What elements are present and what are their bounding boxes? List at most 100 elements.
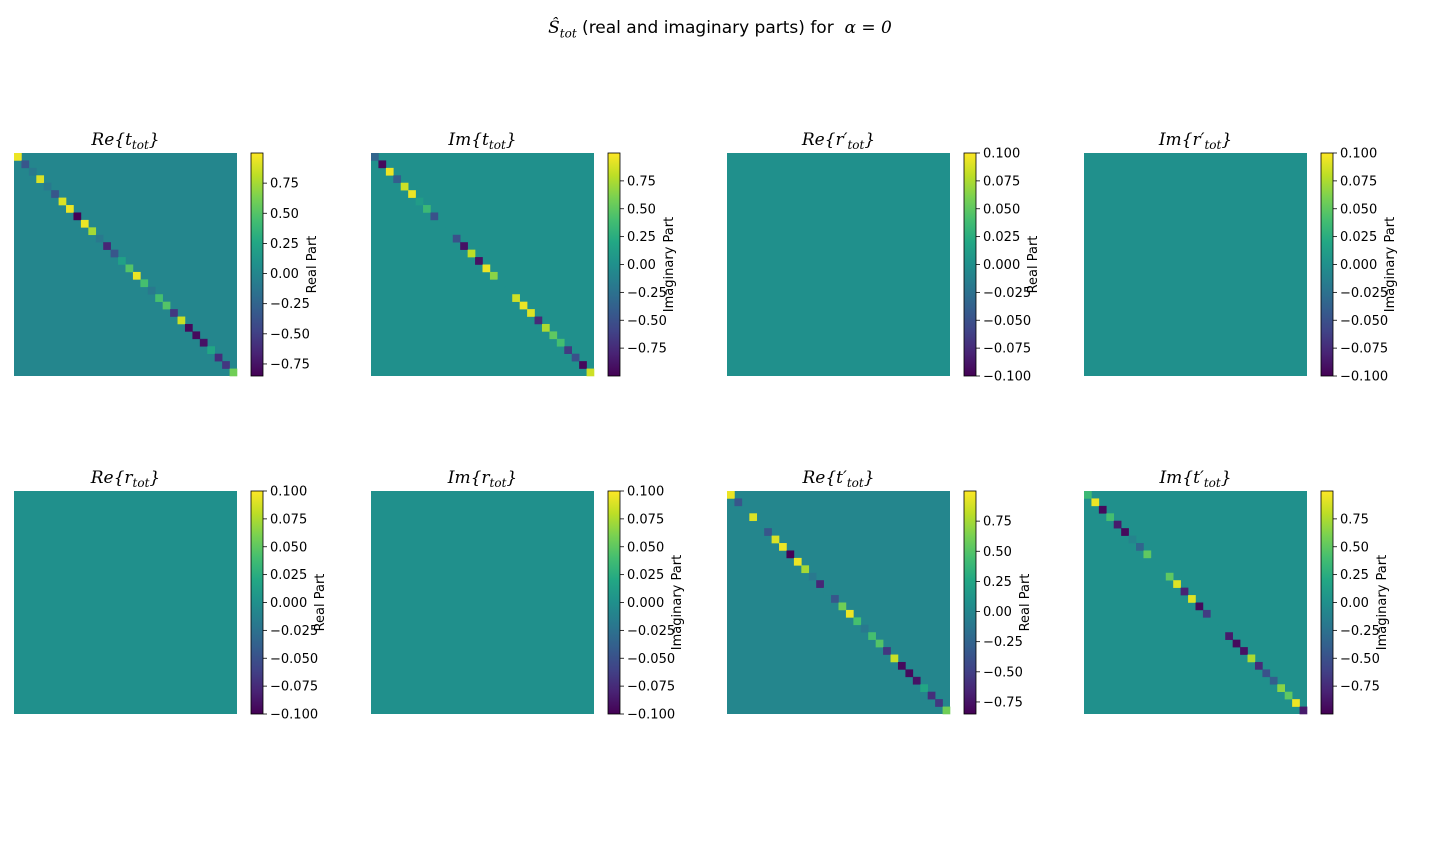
heatmap-cell <box>489 271 498 280</box>
colorbar <box>607 152 621 377</box>
heatmap-cell <box>103 242 111 250</box>
colorbar-label: Imaginary Part <box>662 217 677 312</box>
heatmap-cell <box>579 361 587 369</box>
colorbar-tick-label: 0.100 <box>1340 147 1377 162</box>
heatmap-cell <box>845 609 854 618</box>
heatmap-cell <box>1150 557 1159 566</box>
colorbar-tick-label: −0.050 <box>1340 314 1388 329</box>
heatmap-cell <box>868 632 876 640</box>
heatmap-panel: Re{rtot} 0.100 0.075 0.050 0.025 0.000 −0.025 −… <box>14 468 328 723</box>
colorbar-tick-label: −0.75 <box>627 342 667 357</box>
colorbar-tick-label: 0.025 <box>627 568 664 583</box>
colorbar-tick-label: 0.075 <box>983 174 1020 189</box>
heatmap-cell <box>519 301 528 310</box>
colorbar-tick-label: −0.25 <box>270 297 310 312</box>
heatmap-cell <box>1173 580 1181 588</box>
heatmap-cell <box>571 353 580 362</box>
heatmap-cell <box>140 279 149 288</box>
colorbar <box>963 152 977 377</box>
colorbar-tick-label: 0.050 <box>627 540 664 555</box>
heatmap-cell <box>132 271 141 280</box>
heatmap-cell <box>1113 520 1122 529</box>
colorbar-tick-label: 0.025 <box>983 230 1020 245</box>
figure-title: Ŝtot (real and imaginary parts) for α = … <box>0 18 1440 40</box>
heatmap-panel: Re{ttot} 0.75 0.50 0.25 0.00 −0.25 −0.50 −0.75 R… <box>14 130 320 377</box>
heatmap-cell <box>437 219 446 228</box>
colorbar-tick-label: −0.075 <box>627 680 675 695</box>
colorbar-label: Imaginary Part <box>670 555 685 650</box>
heatmap-cell <box>1121 528 1129 536</box>
heatmap-cell <box>36 175 45 184</box>
heatmap-cell <box>28 167 37 176</box>
colorbar-tick-label: −0.050 <box>983 314 1031 329</box>
colorbar-tick-label: −0.100 <box>270 708 318 723</box>
heatmap-cell <box>393 175 402 184</box>
colorbar-tick-label: −0.100 <box>983 370 1031 385</box>
colorbar-tick-label: 0.50 <box>983 545 1012 560</box>
colorbar-label: Real Part <box>1018 574 1033 632</box>
heatmap-cell <box>222 361 230 369</box>
heatmap-cell <box>779 543 787 551</box>
heatmap-cell <box>155 294 163 302</box>
heatmap-cell <box>534 316 543 325</box>
heatmap-cell <box>764 528 772 536</box>
heatmap-cell <box>1202 609 1211 618</box>
colorbar-tick-label: 0.000 <box>1340 258 1377 273</box>
heatmap-cell <box>66 205 74 213</box>
heatmap-cell <box>110 249 119 258</box>
colorbar-tick-label: 0.00 <box>983 605 1012 620</box>
heatmap-background <box>727 153 950 376</box>
panel-title: Re{rtot} <box>90 468 161 490</box>
heatmap-cell <box>214 353 223 362</box>
colorbar-tick-label: −0.50 <box>270 327 310 342</box>
colorbar-tick-label: 0.025 <box>270 568 307 583</box>
colorbar-tick-label: 0.25 <box>627 230 656 245</box>
heatmap-background <box>371 491 594 714</box>
heatmap-cell <box>527 309 535 317</box>
heatmap-cell <box>838 602 847 611</box>
heatmap-cell <box>73 212 82 221</box>
heatmap-cell <box>1217 624 1226 633</box>
heatmap-cell <box>1195 602 1204 611</box>
heatmap-cell <box>749 513 758 522</box>
colorbar-tick-label: −0.075 <box>1340 342 1388 357</box>
heatmap-panel: Re{r′tot} 0.100 0.075 0.050 0.025 0.000 −0.025… <box>727 130 1041 385</box>
heatmap-cell <box>897 661 906 670</box>
colorbar-tick-label: −0.025 <box>270 624 318 639</box>
colorbar-tick-label: −0.075 <box>270 680 318 695</box>
colorbar <box>250 152 264 377</box>
colorbar-tick-label: 0.75 <box>1340 512 1369 527</box>
heatmap-cell <box>177 316 186 325</box>
panel-title: Im{rtot} <box>447 468 517 490</box>
colorbar-tick-label: 0.00 <box>627 258 656 273</box>
heatmap-cell <box>1210 617 1219 626</box>
panel-title: Re{r′tot} <box>801 130 875 152</box>
heatmap-cell <box>912 676 921 685</box>
heatmap-cell <box>162 301 171 310</box>
figure-title-subscript: tot <box>559 26 577 41</box>
panel-title: Im{ttot} <box>447 130 516 152</box>
heatmap-cell <box>1284 691 1293 700</box>
heatmap-cell <box>1180 587 1189 596</box>
colorbar-tick-label: −0.25 <box>1340 624 1380 639</box>
colorbar-tick-label: −0.25 <box>627 286 667 301</box>
colorbar-tick-label: 0.000 <box>983 258 1020 273</box>
colorbar-label: Imaginary Part <box>1383 217 1398 312</box>
colorbar-tick-label: −0.025 <box>627 624 675 639</box>
heatmap-cell <box>1254 661 1263 670</box>
heatmap-panel: Re{t′tot} 0.75 0.50 0.25 0.00 −0.25 −0.50 −0.75… <box>727 468 1033 715</box>
heatmap-cell <box>808 572 817 581</box>
heatmap-cell <box>1292 699 1300 707</box>
heatmap-cell <box>831 595 839 603</box>
colorbar-label: Real Part <box>313 574 328 632</box>
colorbar-tick-label: 0.000 <box>270 596 307 611</box>
heatmap-cell <box>430 212 439 221</box>
heatmap-cell <box>21 160 30 169</box>
heatmap-cell <box>385 167 394 176</box>
heatmap-cell <box>734 498 743 507</box>
heatmap-cell <box>920 684 928 692</box>
heatmap-cell <box>1247 654 1256 663</box>
heatmap-cell <box>1269 676 1278 685</box>
heatmap-cell <box>853 617 862 626</box>
